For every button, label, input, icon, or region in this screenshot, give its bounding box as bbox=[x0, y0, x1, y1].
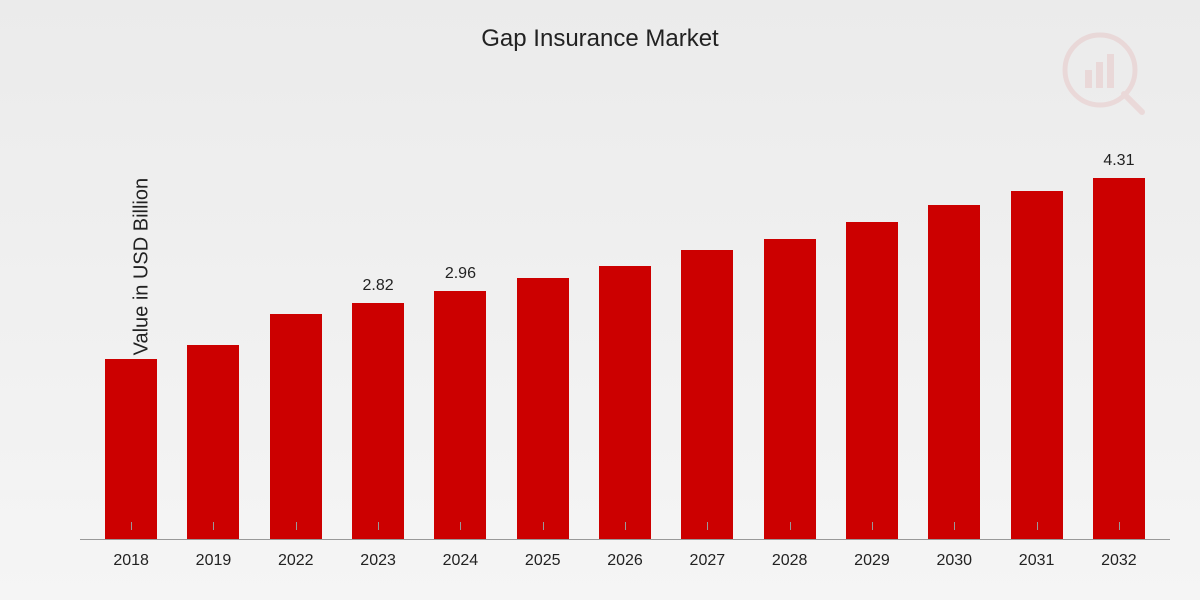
bar-wrapper bbox=[584, 120, 666, 539]
x-axis-tick: 2024 bbox=[419, 552, 501, 570]
bar bbox=[105, 359, 157, 539]
watermark-logo bbox=[1060, 30, 1150, 125]
x-axis-tick: 2032 bbox=[1078, 552, 1160, 570]
x-axis-tick: 2031 bbox=[995, 552, 1077, 570]
bar bbox=[764, 239, 816, 539]
bar bbox=[599, 266, 651, 539]
x-axis-tick: 2030 bbox=[913, 552, 995, 570]
x-axis-tick: 2019 bbox=[172, 552, 254, 570]
chart-plot-area: 2.82 2.96 4.31 bbox=[80, 120, 1170, 540]
bar-value-label: 2.96 bbox=[445, 265, 476, 283]
bar-wrapper bbox=[172, 120, 254, 539]
x-axis-tick: 2026 bbox=[584, 552, 666, 570]
bar bbox=[846, 222, 898, 539]
bar-value-label: 2.82 bbox=[363, 277, 394, 295]
bar-wrapper bbox=[90, 120, 172, 539]
bar-value-label: 4.31 bbox=[1103, 152, 1134, 170]
bar bbox=[517, 278, 569, 539]
bar-wrapper bbox=[995, 120, 1077, 539]
bar-wrapper bbox=[913, 120, 995, 539]
bar bbox=[928, 205, 980, 539]
bar bbox=[270, 314, 322, 539]
bar-wrapper: 4.31 bbox=[1078, 120, 1160, 539]
bar-wrapper bbox=[749, 120, 831, 539]
bar-wrapper: 2.82 bbox=[337, 120, 419, 539]
bar-wrapper: 2.96 bbox=[419, 120, 501, 539]
x-axis: 2018201920222023202420252026202720282029… bbox=[80, 552, 1170, 570]
bar bbox=[434, 291, 486, 539]
x-axis-tick: 2025 bbox=[502, 552, 584, 570]
x-axis-tick: 2029 bbox=[831, 552, 913, 570]
bar bbox=[1011, 191, 1063, 539]
bar-wrapper bbox=[831, 120, 913, 539]
x-axis-tick: 2027 bbox=[666, 552, 748, 570]
chart-title: Gap Insurance Market bbox=[0, 0, 1200, 53]
bar-wrapper bbox=[502, 120, 584, 539]
bar bbox=[1093, 178, 1145, 539]
bars-container: 2.82 2.96 4.31 bbox=[80, 120, 1170, 539]
bar bbox=[681, 250, 733, 539]
x-axis-tick: 2023 bbox=[337, 552, 419, 570]
bar bbox=[352, 303, 404, 539]
bar-wrapper bbox=[666, 120, 748, 539]
x-axis-tick: 2028 bbox=[749, 552, 831, 570]
x-axis-tick: 2018 bbox=[90, 552, 172, 570]
x-axis-tick: 2022 bbox=[255, 552, 337, 570]
bar-wrapper bbox=[255, 120, 337, 539]
bar bbox=[187, 345, 239, 539]
